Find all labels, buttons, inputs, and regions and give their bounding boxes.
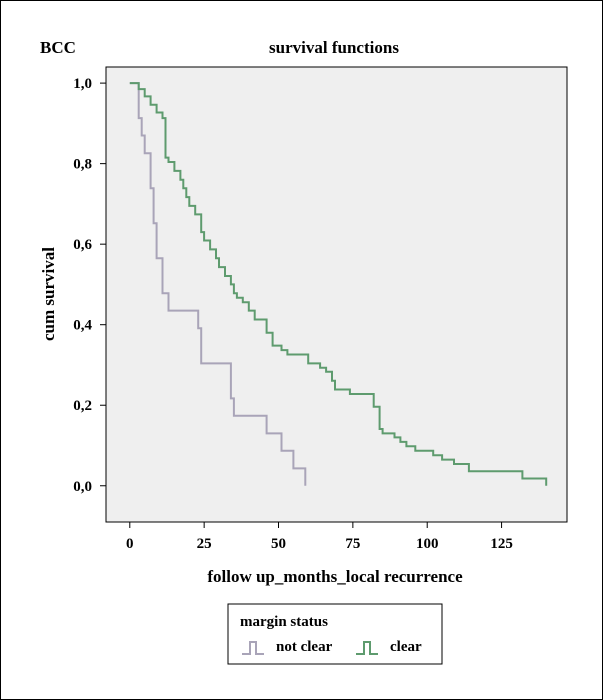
x-tick-label: 125 <box>490 536 513 552</box>
x-tick-label: 75 <box>345 536 360 552</box>
x-axis-title: follow up_months_local recurrence <box>207 567 463 586</box>
corner-label: BCC <box>40 38 76 57</box>
x-axis: 0 25 50 75 100 125 <box>126 522 513 552</box>
y-tick-label: 1,0 <box>73 76 92 92</box>
y-tick-label: 0,8 <box>73 157 92 173</box>
series-line-not-clear <box>129 82 307 486</box>
legend: margin status not clear clear <box>227 603 443 665</box>
y-axis: 0,0 0,2 0,4 0,6 0,8 1,0 <box>73 76 106 495</box>
series-layer <box>129 82 548 486</box>
legend-swatch-clear <box>356 641 378 655</box>
legend-label-not-clear: not clear <box>276 639 333 655</box>
legend-title: margin status <box>240 614 328 630</box>
y-axis-title: cum survival <box>39 247 58 341</box>
y-tick-label: 0,0 <box>73 479 92 495</box>
x-tick-label: 25 <box>197 536 212 552</box>
legend-swatch-not-clear <box>242 641 264 655</box>
y-tick-label: 0,6 <box>73 237 92 253</box>
y-tick-label: 0,4 <box>73 318 92 334</box>
chart-title: survival functions <box>269 38 399 57</box>
y-tick-label: 0,2 <box>73 398 92 414</box>
series-line-clear <box>129 82 548 486</box>
x-tick-label: 100 <box>416 536 439 552</box>
plot-area <box>105 66 568 523</box>
x-tick-label: 50 <box>271 536 286 552</box>
legend-label-clear: clear <box>390 639 422 655</box>
x-tick-label: 0 <box>126 536 134 552</box>
